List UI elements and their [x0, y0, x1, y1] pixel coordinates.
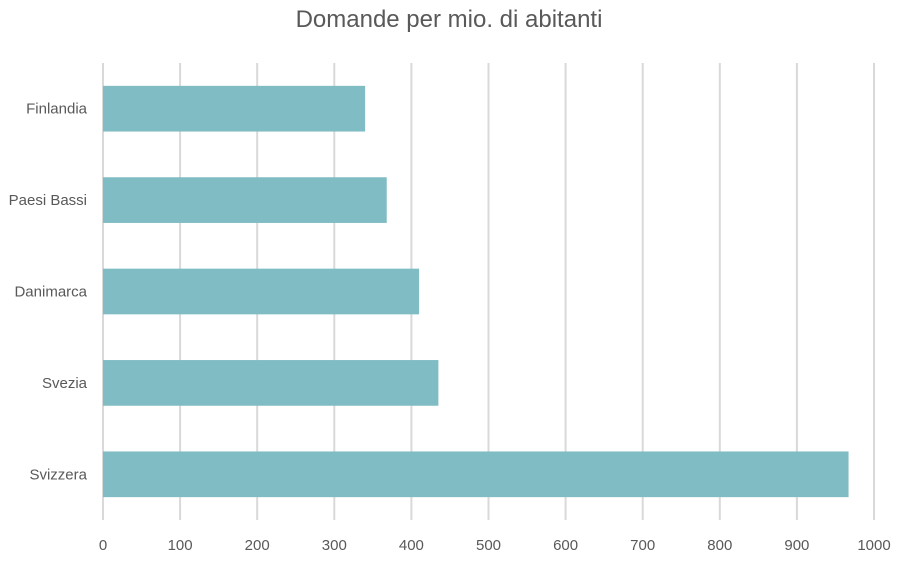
- bar: [103, 269, 419, 315]
- category-label: Svezia: [42, 375, 88, 392]
- x-tick-label: 500: [476, 537, 501, 554]
- x-tick-label: 200: [245, 537, 270, 554]
- y-axis-categories: Finlandia Paesi Bassi Danimarca Svezia Svizz…: [9, 101, 88, 484]
- bar: [103, 360, 438, 406]
- category-label: Danimarca: [14, 284, 87, 301]
- bar-layer: [103, 86, 849, 497]
- bar: [103, 451, 849, 497]
- category-label: Paesi Bassi: [9, 192, 87, 209]
- x-tick-label: 400: [399, 537, 424, 554]
- x-axis-ticks: 0 100 200 300 400 500 600 700 800 900 1000: [99, 537, 891, 554]
- category-label: Finlandia: [26, 101, 88, 118]
- x-tick-label: 300: [322, 537, 347, 554]
- x-tick-label: 0: [99, 537, 107, 554]
- x-tick-label: 100: [168, 537, 193, 554]
- x-tick-label: 600: [553, 537, 578, 554]
- x-tick-label: 900: [784, 537, 809, 554]
- bar: [103, 86, 365, 132]
- bar: [103, 177, 387, 223]
- category-label: Svizzera: [29, 466, 87, 483]
- x-tick-label: 1000: [857, 537, 890, 554]
- x-tick-label: 800: [707, 537, 732, 554]
- x-tick-label: 700: [630, 537, 655, 554]
